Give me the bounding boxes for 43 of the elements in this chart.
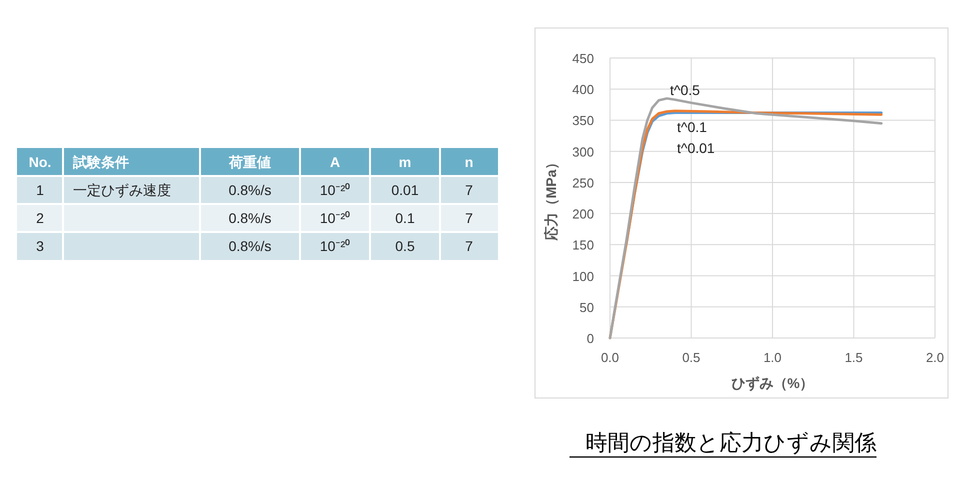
text: 0.01 bbox=[391, 182, 419, 198]
category-label: 荷重値 bbox=[228, 154, 271, 170]
series-label: t^0.5 bbox=[670, 82, 700, 98]
text: 3 bbox=[36, 238, 44, 254]
y-tick-label: 400 bbox=[572, 82, 594, 98]
category-label: No. bbox=[28, 154, 52, 170]
text: 0.8%/s bbox=[228, 210, 272, 226]
x-tick-label: 2.0 bbox=[926, 350, 944, 365]
text: 1 bbox=[36, 182, 44, 198]
y-tick-label: 50 bbox=[580, 300, 594, 315]
text: 時間の指数と応力ひずみ関係 bbox=[586, 430, 876, 455]
x-tick-label: 1.0 bbox=[763, 350, 782, 365]
y-axis-title: 応力（MPa） bbox=[543, 156, 559, 242]
y-tick-label: 300 bbox=[572, 144, 594, 160]
text: 0.8%/s bbox=[228, 238, 272, 254]
y-tick-label: 200 bbox=[572, 206, 594, 222]
category-label: n bbox=[464, 154, 474, 170]
text: 0.1 bbox=[395, 210, 415, 226]
y-tick-label: 250 bbox=[572, 175, 594, 190]
y-tick-label: 450 bbox=[572, 51, 594, 66]
text: 0.5 bbox=[395, 238, 415, 254]
y-tick-label: 100 bbox=[572, 268, 594, 284]
series-label: t^0.01 bbox=[677, 140, 715, 156]
text: 7 bbox=[465, 210, 473, 226]
x-tick-label: 0.5 bbox=[682, 350, 700, 365]
text: 7 bbox=[465, 182, 473, 198]
text: 10⁻²⁰ bbox=[320, 238, 350, 254]
text: 10⁻²⁰ bbox=[320, 210, 350, 226]
y-tick-label: 350 bbox=[572, 113, 594, 128]
x-axis-title: ひずみ（%） bbox=[731, 375, 814, 392]
series-label: t^0.1 bbox=[677, 119, 708, 135]
text: 0.8%/s bbox=[228, 182, 272, 198]
y-tick-label: 150 bbox=[572, 238, 594, 253]
x-tick-label: 0.0 bbox=[600, 350, 620, 365]
x-tick-label: 1.5 bbox=[844, 350, 863, 365]
text: 10⁻²⁰ bbox=[320, 182, 350, 198]
text: 7 bbox=[465, 238, 473, 254]
category-label: m bbox=[398, 154, 412, 170]
text: 一定ひずみ速度 bbox=[73, 182, 171, 198]
category-label: 試験条件 bbox=[72, 154, 129, 170]
y-tick-label: 0 bbox=[586, 331, 594, 346]
text: 2 bbox=[36, 210, 44, 226]
category-label: A bbox=[330, 154, 340, 170]
